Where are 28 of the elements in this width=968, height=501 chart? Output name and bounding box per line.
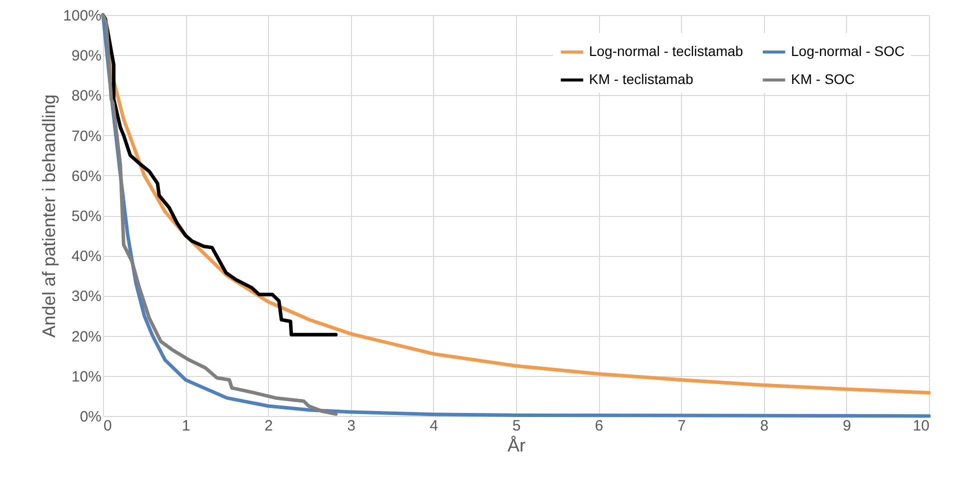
y-tick-label: 50% — [71, 208, 102, 225]
legend-label: KM - teclistamab — [589, 71, 694, 87]
y-axis-title: Andel af patienter i behandling — [39, 94, 60, 338]
x-tick-label: 8 — [760, 418, 768, 434]
x-tick-label: 9 — [842, 418, 852, 434]
y-tick-label: 20% — [71, 328, 102, 346]
y-tick-label: 90% — [71, 48, 102, 65]
x-axis-title: År — [508, 436, 526, 456]
y-tick-label: 0% — [80, 408, 102, 426]
x-tick-label: 6 — [594, 418, 604, 434]
x-tick-label: 1 — [182, 418, 190, 434]
x-tick-label: 2 — [264, 418, 273, 434]
x-tick-label: 10 — [912, 418, 930, 434]
x-tick-label: 3 — [347, 418, 356, 434]
x-tick-label: 7 — [678, 418, 686, 434]
y-tick-label: 70% — [71, 128, 102, 145]
x-tick-label: 0 — [104, 418, 112, 434]
y-tick-label: 100% — [63, 8, 102, 24]
y-tick-label: 10% — [71, 368, 102, 386]
x-tick-label: 4 — [430, 418, 438, 434]
legend-label: Log-normal - SOC — [791, 43, 905, 59]
y-tick-label: 60% — [71, 168, 102, 185]
legend-label: Log-normal - teclistamab — [589, 43, 744, 59]
y-tick-label: 80% — [71, 88, 102, 105]
y-tick-label: 40% — [71, 248, 102, 266]
y-tick-label: 30% — [71, 288, 102, 306]
legend-label: KM - SOC — [791, 71, 855, 87]
x-tick-label: 5 — [512, 418, 521, 434]
